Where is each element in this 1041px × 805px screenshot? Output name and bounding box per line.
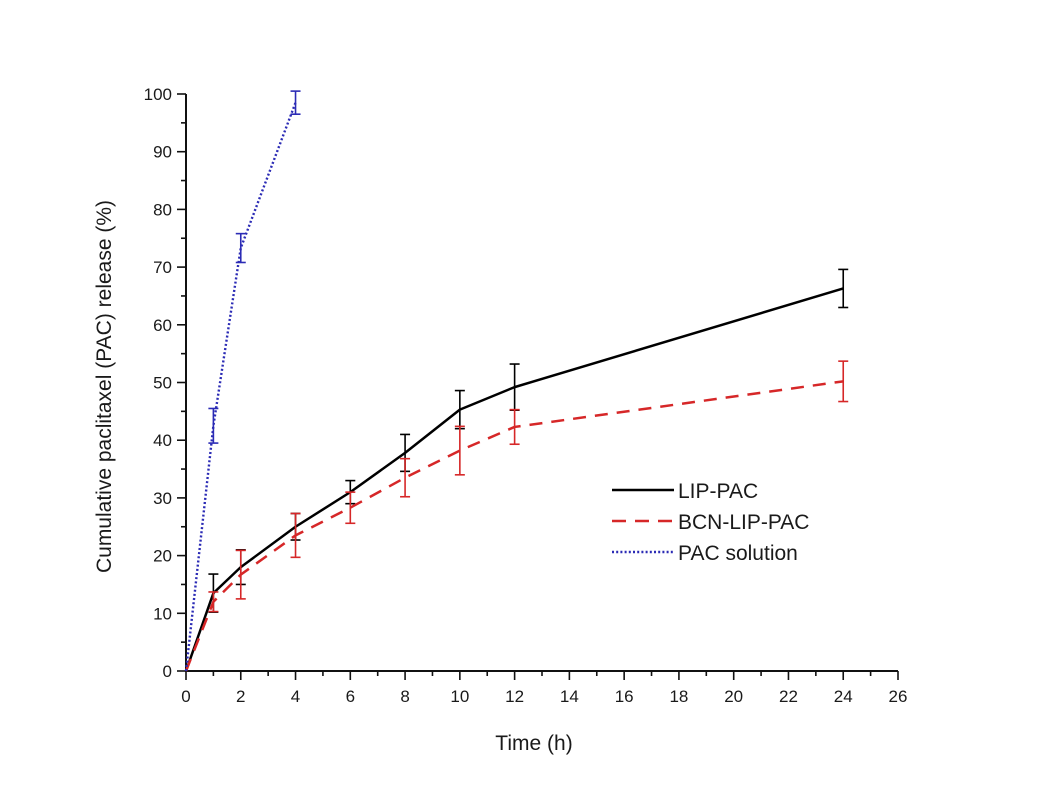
- legend-label: LIP-PAC: [678, 480, 758, 503]
- x-axis-title: Time (h): [495, 732, 572, 755]
- x-tick-label: 8: [400, 687, 409, 706]
- x-tick-label: 10: [450, 687, 469, 706]
- y-tick-label: 60: [153, 316, 172, 335]
- x-tick-label: 14: [560, 687, 579, 706]
- series-lip-pac: [184, 268, 849, 672]
- y-tick-label: 40: [153, 431, 172, 450]
- y-tick-label: 80: [153, 200, 172, 219]
- x-tick-label: 12: [505, 687, 524, 706]
- x-tick-label: 4: [291, 687, 300, 706]
- x-tick-label: 20: [724, 687, 743, 706]
- series-layer: [184, 90, 849, 672]
- y-tick-label: 10: [153, 604, 172, 623]
- x-tick-label: 18: [669, 687, 688, 706]
- axes: 0 2 4 6 8 10 12 14 16 18 20 22 24 2601020304050607080…: [144, 85, 908, 706]
- y-tick-label: 70: [153, 258, 172, 277]
- x-tick-label: 22: [779, 687, 798, 706]
- y-tick-label: 0: [163, 662, 172, 681]
- legend: LIP-PAC BCN-LIP-PAC PAC solution: [612, 480, 809, 565]
- series-line: [184, 102, 297, 672]
- y-tick-label: 100: [144, 85, 172, 104]
- legend-label: BCN-LIP-PAC: [678, 511, 809, 534]
- y-tick-label: 20: [153, 547, 172, 566]
- x-tick-label: 24: [834, 687, 853, 706]
- y-axis-title: Cumulative paclitaxel (PAC) release (%): [93, 200, 116, 573]
- x-tick-label: 26: [889, 687, 908, 706]
- x-tick-label: 2: [236, 687, 245, 706]
- y-tick-label: 50: [153, 374, 172, 393]
- x-tick-label: 16: [615, 687, 634, 706]
- x-tick-label: 0: [181, 687, 190, 706]
- series-pac-solution: [184, 90, 301, 672]
- y-tick-label: 90: [153, 143, 172, 162]
- series-line: [184, 380, 844, 672]
- x-tick-label: 6: [346, 687, 355, 706]
- y-tick-label: 30: [153, 489, 172, 508]
- legend-label: PAC solution: [678, 542, 798, 565]
- series-bcn-lip-pac: [184, 360, 849, 672]
